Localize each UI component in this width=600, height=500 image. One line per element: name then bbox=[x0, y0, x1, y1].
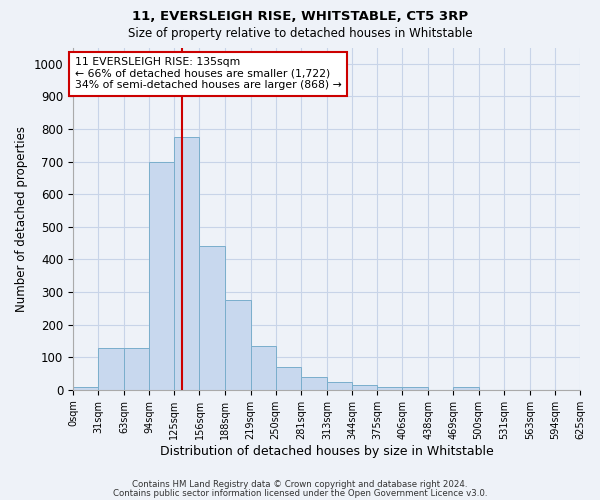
Text: 11, EVERSLEIGH RISE, WHITSTABLE, CT5 3RP: 11, EVERSLEIGH RISE, WHITSTABLE, CT5 3RP bbox=[132, 10, 468, 23]
Bar bbox=[327, 382, 352, 390]
Text: Contains HM Land Registry data © Crown copyright and database right 2024.: Contains HM Land Registry data © Crown c… bbox=[132, 480, 468, 489]
Text: Contains public sector information licensed under the Open Government Licence v3: Contains public sector information licen… bbox=[113, 489, 487, 498]
X-axis label: Distribution of detached houses by size in Whitstable: Distribution of detached houses by size … bbox=[160, 444, 493, 458]
Bar bbox=[175, 137, 199, 390]
Bar bbox=[251, 346, 276, 390]
Y-axis label: Number of detached properties: Number of detached properties bbox=[15, 126, 28, 312]
Bar bbox=[149, 162, 175, 390]
Bar bbox=[352, 385, 377, 390]
Bar bbox=[73, 387, 98, 390]
Bar bbox=[276, 367, 301, 390]
Text: Size of property relative to detached houses in Whitstable: Size of property relative to detached ho… bbox=[128, 28, 472, 40]
Bar bbox=[454, 386, 479, 390]
Bar bbox=[226, 300, 251, 390]
Bar bbox=[124, 348, 149, 390]
Bar bbox=[301, 377, 327, 390]
Text: 11 EVERSLEIGH RISE: 135sqm
← 66% of detached houses are smaller (1,722)
34% of s: 11 EVERSLEIGH RISE: 135sqm ← 66% of deta… bbox=[74, 58, 341, 90]
Bar bbox=[403, 387, 428, 390]
Bar bbox=[199, 246, 226, 390]
Bar bbox=[377, 386, 403, 390]
Bar bbox=[98, 348, 124, 390]
